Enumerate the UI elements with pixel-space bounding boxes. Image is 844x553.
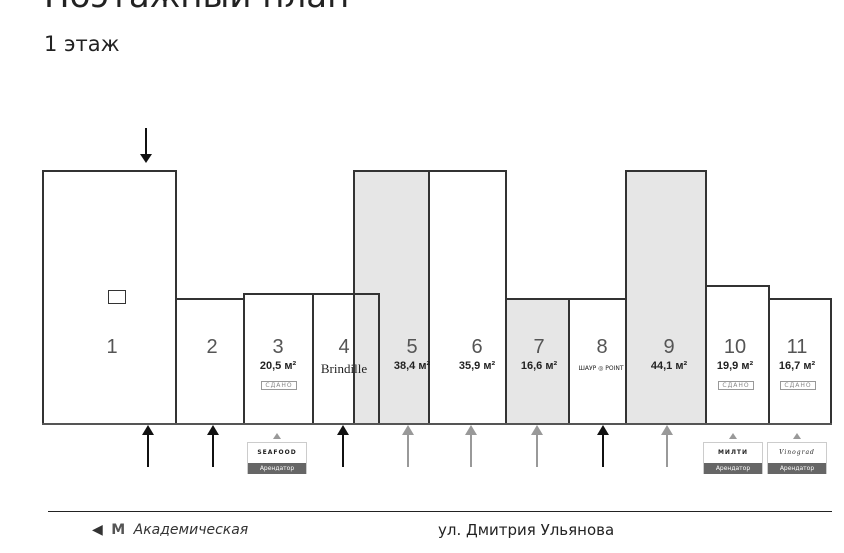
unit-number: 4 — [338, 336, 350, 358]
unit-1[interactable] — [42, 170, 177, 425]
leased-tag: СДАНО — [780, 381, 816, 390]
floor-label: 1 этаж — [44, 32, 120, 56]
tenant-label: Арендатор — [704, 463, 762, 474]
unit-number: 3 — [272, 336, 284, 358]
tenant-logo: Vinograd — [779, 449, 815, 456]
brand-logo: Brindille — [320, 361, 368, 376]
unit-number: 1 — [106, 336, 118, 358]
entrance-arrow-icon — [207, 425, 219, 467]
tenant-badge: Vinograd Арендатор — [767, 442, 827, 474]
entrance-marker-icon — [793, 433, 801, 439]
unit-4-front — [312, 293, 380, 425]
page-title: Поэтажный план — [44, 0, 349, 16]
unit-3[interactable] — [243, 293, 314, 425]
entrance-arrow-icon — [465, 425, 477, 467]
metro-name: Академическая — [133, 522, 249, 538]
unit-number: 8 — [596, 336, 608, 358]
unit-area: 19,9 м² — [716, 360, 754, 372]
entrance-arrow-icon — [597, 425, 609, 467]
metro-station: ◀ M Академическая — [92, 522, 248, 538]
facade-wall — [42, 423, 832, 425]
entrance-arrow-icon — [142, 425, 154, 467]
unit-8[interactable] — [568, 298, 630, 425]
tenant-label: Арендатор — [248, 463, 306, 474]
unit-area: 20,5 м² — [259, 360, 297, 372]
unit-number: 10 — [723, 336, 747, 358]
unit-area: 38,4 м² — [393, 360, 431, 372]
unit-9[interactable] — [625, 170, 707, 425]
entrance-arrow-icon — [337, 425, 349, 467]
entrance-arrow-icon — [140, 128, 152, 163]
unit-area: 35,9 м² — [458, 360, 496, 372]
arrow-left-icon: ◀ — [92, 522, 103, 538]
unit-area: 44,1 м² — [650, 360, 688, 372]
column-icon — [108, 290, 126, 304]
unit-number: 2 — [206, 336, 218, 358]
unit-2[interactable] — [175, 298, 245, 425]
street-name: ул. Дмитрия Ульянова — [438, 521, 615, 539]
unit-area: 16,6 м² — [520, 360, 558, 372]
unit-number: 9 — [663, 336, 675, 358]
tenant-badge: МИЛТИ Арендатор — [703, 442, 763, 474]
unit-10[interactable] — [705, 285, 770, 425]
tenant-label: Арендатор — [768, 463, 826, 474]
unit-6[interactable] — [428, 170, 507, 425]
tenant-logo: SEAFOOD — [257, 449, 297, 456]
unit-11[interactable] — [768, 298, 832, 425]
brand-logo: ШАУР ◎ POINT — [578, 365, 624, 372]
unit-area: 16,7 м² — [778, 360, 816, 372]
entrance-arrow-icon — [402, 425, 414, 467]
unit-number: 7 — [533, 336, 545, 358]
entrance-arrow-icon — [531, 425, 543, 467]
leased-tag: СДАНО — [261, 381, 297, 390]
unit-number: 5 — [406, 336, 418, 358]
street-line — [48, 511, 832, 512]
entrance-marker-icon — [729, 433, 737, 439]
leased-tag: СДАНО — [718, 381, 754, 390]
unit-number: 6 — [471, 336, 483, 358]
entrance-marker-icon — [273, 433, 281, 439]
tenant-logo: МИЛТИ — [717, 449, 749, 456]
metro-m-icon: M — [111, 522, 126, 538]
unit-number: 11 — [786, 336, 808, 358]
tenant-badge: SEAFOOD Арендатор — [247, 442, 307, 474]
entrance-arrow-icon — [661, 425, 673, 467]
